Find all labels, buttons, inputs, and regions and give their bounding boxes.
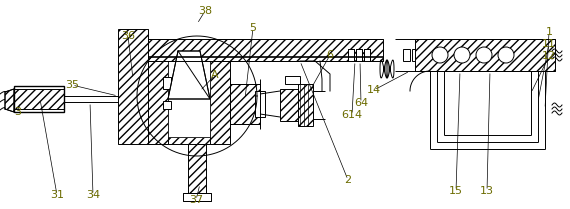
- Bar: [14, 89, 64, 109]
- Bar: [403, 49, 410, 61]
- Text: 614: 614: [341, 110, 363, 120]
- Text: 36: 36: [121, 31, 135, 41]
- Text: 5: 5: [250, 23, 256, 33]
- Text: 37: 37: [189, 195, 203, 205]
- Bar: [285, 76, 300, 84]
- Circle shape: [476, 47, 492, 63]
- Text: 34: 34: [86, 190, 100, 200]
- Bar: [412, 49, 419, 61]
- Bar: [188, 54, 206, 199]
- Text: 35: 35: [65, 80, 79, 90]
- Bar: [421, 49, 428, 61]
- Bar: [163, 77, 171, 89]
- Bar: [298, 84, 313, 126]
- Bar: [148, 44, 168, 144]
- Text: 2: 2: [344, 175, 352, 185]
- Text: 1: 1: [545, 27, 552, 37]
- Circle shape: [454, 47, 470, 63]
- Bar: [14, 86, 64, 112]
- Bar: [210, 44, 230, 144]
- Bar: [168, 52, 210, 137]
- Text: 6: 6: [327, 50, 333, 60]
- Text: 31: 31: [50, 190, 64, 200]
- Text: 13: 13: [480, 186, 494, 196]
- Bar: [364, 49, 370, 61]
- Circle shape: [498, 47, 514, 63]
- Polygon shape: [5, 89, 14, 112]
- Bar: [183, 193, 211, 201]
- Text: 15: 15: [449, 186, 463, 196]
- Bar: [348, 49, 354, 61]
- Bar: [415, 39, 555, 71]
- Bar: [148, 44, 216, 144]
- Bar: [356, 49, 362, 61]
- Text: 12: 12: [542, 51, 556, 61]
- Circle shape: [432, 47, 448, 63]
- Bar: [255, 91, 265, 117]
- Bar: [230, 84, 260, 124]
- Text: 11: 11: [542, 39, 556, 49]
- Text: A: A: [211, 70, 219, 80]
- Bar: [155, 52, 209, 137]
- Polygon shape: [168, 51, 210, 99]
- Bar: [280, 89, 298, 121]
- Text: 14: 14: [367, 85, 381, 95]
- Bar: [118, 29, 148, 144]
- Text: 38: 38: [198, 6, 212, 16]
- Text: 3: 3: [14, 107, 22, 117]
- Bar: [148, 39, 383, 61]
- Text: 64: 64: [354, 98, 368, 108]
- Bar: [163, 101, 171, 109]
